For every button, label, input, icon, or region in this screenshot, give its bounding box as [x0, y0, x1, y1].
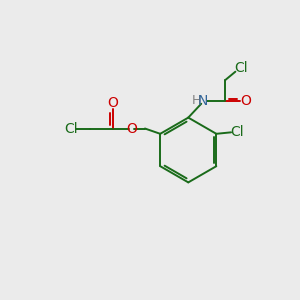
Text: Cl: Cl: [230, 125, 244, 139]
Text: Cl: Cl: [64, 122, 78, 136]
Text: H: H: [192, 94, 201, 107]
Text: O: O: [107, 97, 118, 110]
Text: N: N: [198, 94, 208, 108]
Text: Cl: Cl: [235, 61, 248, 75]
Text: O: O: [240, 94, 251, 108]
Text: O: O: [126, 122, 137, 136]
